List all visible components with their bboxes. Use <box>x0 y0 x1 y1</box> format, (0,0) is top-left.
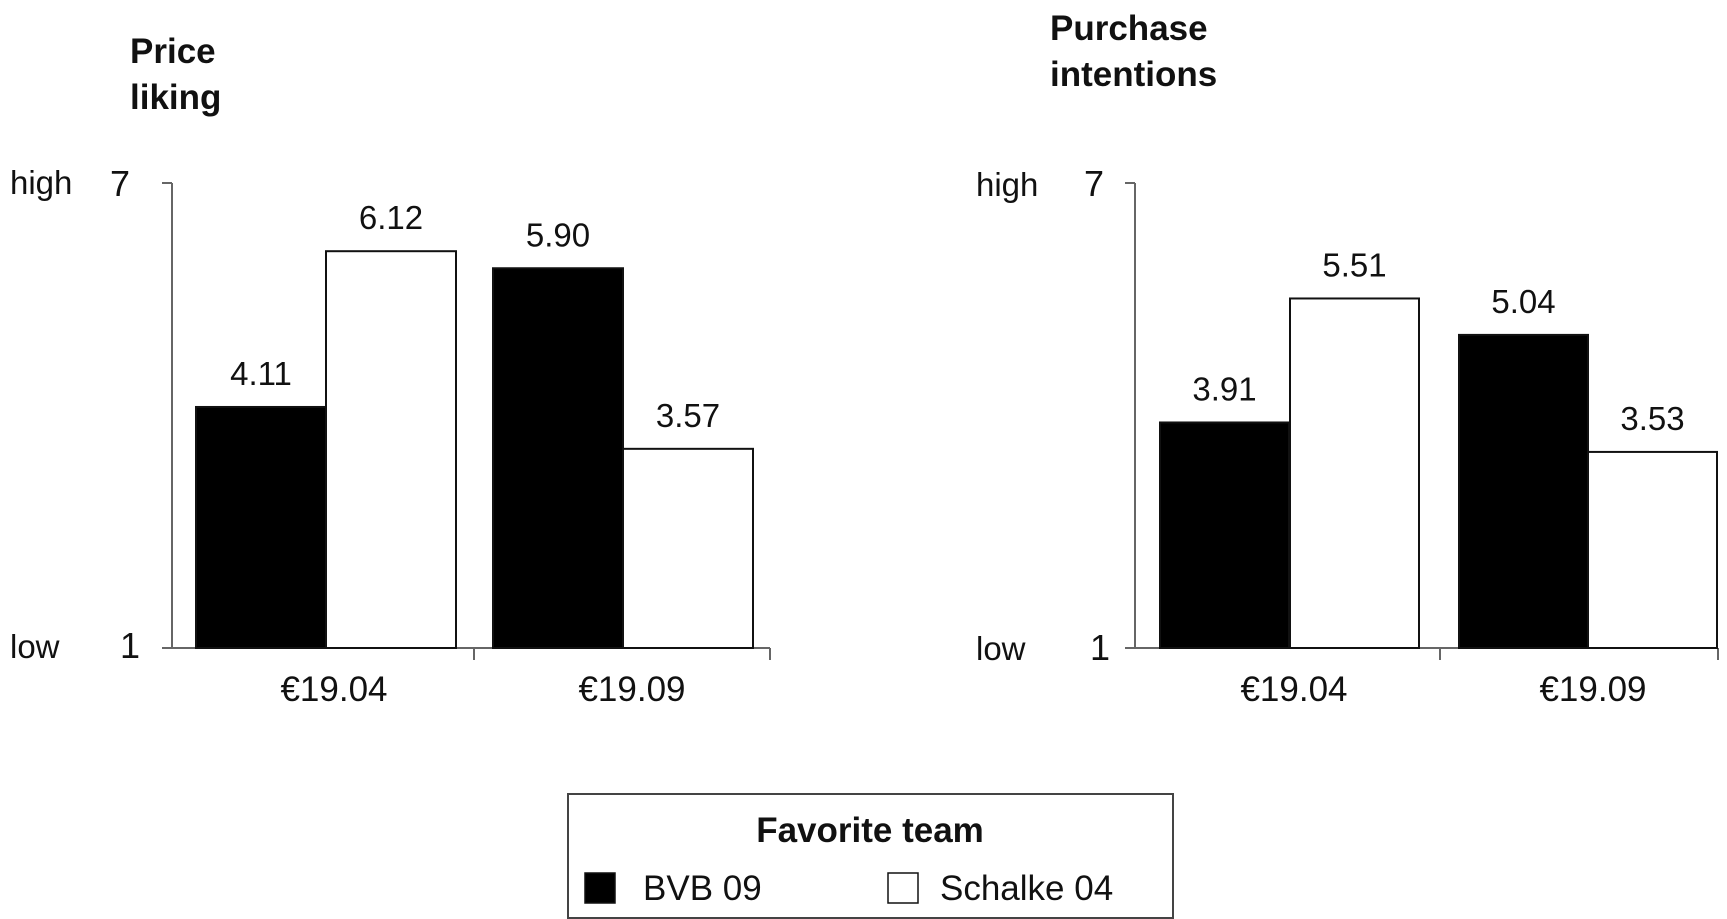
data-label: 3.57 <box>656 397 720 434</box>
data-label: 6.12 <box>359 199 423 236</box>
y-axis-low-word: low <box>976 630 1026 667</box>
bar-bvb-09 <box>1159 421 1290 649</box>
bar-bvb-09 <box>195 405 327 649</box>
legend-box <box>567 793 1174 919</box>
data-label: 3.53 <box>1620 400 1684 437</box>
panel-title-line-1: Price <box>130 32 216 71</box>
x-category-label: €19.09 <box>578 670 685 709</box>
panel-title-line-1: Purchase <box>1050 9 1208 48</box>
bar-bvb-09 <box>492 267 624 649</box>
bars <box>1159 297 1718 649</box>
panel-purchase-intentions: Purchase intentions high 7 low 1 3.91 5.0… <box>976 9 1719 709</box>
legend-label-schalke: Schalke 04 <box>940 869 1113 908</box>
legend-title: Favorite team <box>756 811 984 850</box>
legend-swatch-bvb <box>584 872 616 904</box>
y-tick-label-1: 1 <box>120 625 140 666</box>
bar-schalke-04 <box>622 447 754 650</box>
x-category-label: €19.04 <box>280 670 387 709</box>
bar-schalke-04 <box>325 250 457 649</box>
value-labels: 4.11 5.90 6.12 3.57 <box>230 199 720 434</box>
y-tick-label-1: 1 <box>1090 627 1110 668</box>
data-label: 4.11 <box>230 355 292 392</box>
value-labels: 3.91 5.04 5.51 3.53 <box>1192 246 1684 436</box>
legend-swatch-schalke <box>887 872 919 904</box>
y-tick-label-7: 7 <box>110 163 130 204</box>
panel-price-liking: Price liking high 7 low 1 4.11 5.90 6.12 3.… <box>10 32 771 709</box>
legend-label-bvb: BVB 09 <box>643 869 762 908</box>
x-category-label: €19.09 <box>1539 670 1646 709</box>
bar-schalke-04 <box>1587 450 1718 649</box>
x-category-label: €19.04 <box>1240 670 1347 709</box>
bar-bvb-09 <box>1458 333 1589 649</box>
data-label: 5.04 <box>1491 283 1555 320</box>
data-label: 5.51 <box>1322 246 1386 283</box>
y-axis-high-word: high <box>976 166 1038 203</box>
bars <box>195 250 754 650</box>
y-tick-label-7: 7 <box>1084 163 1104 204</box>
bar-schalke-04 <box>1289 297 1420 649</box>
panel-title-line-2: intentions <box>1050 55 1217 94</box>
y-axis-high-word: high <box>10 164 72 201</box>
data-label: 3.91 <box>1192 370 1256 407</box>
y-axis-low-word: low <box>10 628 60 665</box>
legend: Favorite team BVB 09 Schalke 04 <box>567 793 1174 919</box>
data-label: 5.90 <box>526 216 590 253</box>
panel-title-line-2: liking <box>130 78 221 117</box>
